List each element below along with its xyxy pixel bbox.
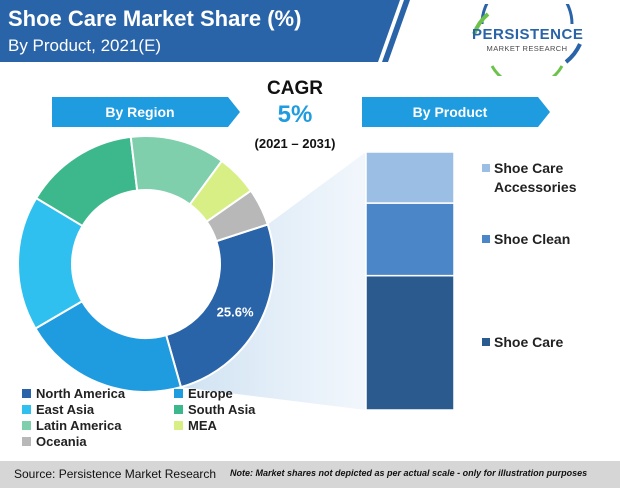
donut-slice-north-america (164, 223, 275, 389)
legend-label-south-asia: South Asia (188, 402, 256, 417)
legend-label-latin-america: Latin America (36, 418, 122, 433)
bar-segment-shoe-care-accessories (365, 151, 455, 204)
legend-label-east-asia: East Asia (36, 402, 95, 417)
bar-segment-shoe-care (365, 274, 455, 411)
legend-item-mea: MEA (174, 418, 217, 433)
product-legend-swatch-shoe-clean (482, 234, 490, 243)
product-legend-label-shoe-care: Shoe Care (494, 334, 564, 351)
legend-item-europe: Europe (174, 386, 233, 401)
page-subtitle: By Product, 2021(E) (8, 36, 162, 55)
legend-swatch-north-america (22, 389, 31, 398)
tab-by-product: By Product (362, 97, 550, 127)
legend-item-latin-america: Latin America (22, 418, 122, 433)
legend-swatch-east-asia (22, 405, 31, 414)
persistence-logo-icon (472, 4, 582, 76)
logo-subtext: MARKET RESEARCH (486, 44, 568, 53)
footer-bar: Source: Persistence Market Research Note… (0, 461, 620, 488)
page-title: Shoe Care Market Share (%) (8, 6, 302, 31)
legend-item-oceania: Oceania (22, 434, 87, 449)
legend-label-north-america: North America (36, 386, 126, 401)
donut-slice-oceania (205, 189, 269, 243)
header-band (0, 0, 410, 62)
legend-label-mea: MEA (188, 418, 217, 433)
footer-note: Note: Market shares not depicted as per … (230, 468, 588, 478)
product-legend-item-shoe-clean: Shoe Clean (482, 230, 614, 249)
donut-data-label-north-america: 25.6% (217, 305, 254, 320)
legend-swatch-latin-america (22, 421, 31, 430)
bar-segment-shoe-clean (365, 202, 455, 277)
legend-item-south-asia: South Asia (174, 402, 255, 417)
logo-text: PERSISTENCE (472, 26, 584, 43)
tab-by-region: By Region (52, 97, 240, 127)
legend-label-oceania: Oceania (36, 434, 87, 449)
legend-swatch-europe (174, 389, 183, 398)
product-legend-label-shoe-clean: Shoe Clean (494, 230, 571, 247)
product-legend-swatch-shoe-care (482, 338, 490, 347)
legend-label-europe: Europe (188, 386, 233, 401)
legend-swatch-south-asia (174, 405, 183, 414)
legend-swatch-oceania (22, 437, 31, 446)
cagr-value: 5% (277, 101, 313, 128)
legend-swatch-mea (174, 421, 183, 430)
footer-source: Source: Persistence Market Research (14, 467, 217, 481)
product-legend-swatch-shoe-care-accessories (482, 163, 490, 172)
legend-item-north-america: North America (22, 386, 125, 401)
product-legend-item-shoe-care: Shoe Care (482, 333, 614, 352)
cagr-period: (2021 – 2031) (254, 136, 336, 151)
product-legend-label-shoe-care-accessories: Shoe Care Accessories (494, 159, 577, 195)
product-legend-item-shoe-care-accessories: Shoe Care Accessories (482, 159, 614, 197)
cagr-label: CAGR (267, 78, 323, 99)
legend-item-east-asia: East Asia (22, 402, 94, 417)
